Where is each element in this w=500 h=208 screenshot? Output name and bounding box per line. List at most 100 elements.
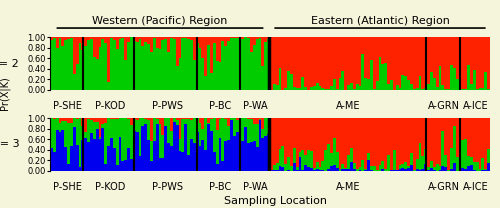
Bar bbox=[336, 168, 338, 171]
Bar bbox=[358, 118, 362, 167]
Bar bbox=[233, 37, 235, 38]
Bar bbox=[82, 118, 84, 126]
Bar bbox=[133, 37, 136, 41]
Bar bbox=[436, 37, 438, 87]
Bar bbox=[398, 37, 402, 88]
Bar bbox=[90, 120, 93, 133]
Bar bbox=[470, 118, 473, 157]
Bar bbox=[298, 88, 302, 90]
Bar bbox=[282, 167, 284, 171]
Bar bbox=[353, 163, 356, 169]
Bar bbox=[396, 170, 398, 171]
Bar bbox=[264, 136, 267, 171]
Bar bbox=[96, 118, 98, 123]
Bar bbox=[62, 130, 64, 171]
Bar bbox=[278, 37, 281, 68]
Bar bbox=[307, 37, 310, 90]
Bar bbox=[147, 118, 150, 120]
Bar bbox=[70, 123, 73, 146]
Bar bbox=[390, 170, 393, 171]
Bar bbox=[342, 37, 344, 71]
Bar bbox=[204, 150, 207, 171]
Bar bbox=[182, 118, 184, 119]
Bar bbox=[118, 38, 122, 90]
Bar bbox=[136, 120, 138, 131]
Bar bbox=[242, 39, 244, 90]
Bar bbox=[402, 168, 404, 171]
Bar bbox=[184, 119, 187, 124]
Bar bbox=[236, 132, 238, 171]
Bar bbox=[207, 118, 210, 123]
Bar bbox=[127, 37, 130, 42]
Bar bbox=[150, 161, 153, 171]
Bar bbox=[164, 37, 167, 39]
Bar bbox=[416, 159, 418, 169]
Bar bbox=[98, 139, 102, 171]
Bar bbox=[362, 160, 364, 171]
Bar bbox=[484, 169, 487, 170]
Bar bbox=[273, 84, 276, 90]
Bar bbox=[444, 118, 447, 155]
Bar bbox=[304, 118, 307, 155]
Bar bbox=[336, 118, 338, 152]
Bar bbox=[202, 140, 204, 171]
Bar bbox=[367, 118, 370, 153]
Bar bbox=[433, 37, 436, 78]
Bar bbox=[247, 118, 250, 119]
Bar bbox=[198, 118, 202, 123]
Bar bbox=[287, 37, 290, 71]
Bar bbox=[230, 120, 233, 171]
Bar bbox=[333, 139, 336, 165]
Bar bbox=[196, 118, 198, 132]
Bar bbox=[78, 43, 82, 90]
Bar bbox=[158, 37, 162, 49]
Bar bbox=[470, 165, 473, 171]
Bar bbox=[150, 52, 153, 90]
Bar bbox=[464, 169, 467, 171]
Bar bbox=[267, 118, 270, 134]
Bar bbox=[244, 37, 247, 90]
Bar bbox=[413, 37, 416, 89]
Bar bbox=[318, 118, 322, 167]
Bar bbox=[436, 165, 438, 171]
Bar bbox=[458, 118, 462, 165]
Bar bbox=[227, 41, 230, 90]
Bar bbox=[162, 158, 164, 171]
Bar bbox=[190, 139, 193, 171]
Bar bbox=[70, 146, 73, 171]
Bar bbox=[247, 143, 250, 171]
Bar bbox=[313, 86, 316, 90]
Bar bbox=[216, 37, 218, 61]
Bar bbox=[136, 131, 138, 171]
Bar bbox=[473, 118, 476, 162]
Bar bbox=[256, 118, 258, 124]
Bar bbox=[370, 170, 373, 171]
Bar bbox=[333, 165, 336, 171]
Bar bbox=[150, 37, 153, 52]
Bar bbox=[473, 71, 476, 90]
Bar bbox=[322, 118, 324, 161]
Bar bbox=[293, 37, 296, 87]
Bar bbox=[273, 37, 276, 84]
Bar bbox=[487, 37, 490, 89]
Bar bbox=[287, 170, 290, 171]
Bar bbox=[87, 142, 90, 171]
Bar bbox=[190, 120, 193, 139]
Bar bbox=[50, 147, 53, 171]
Bar bbox=[233, 136, 235, 171]
Bar bbox=[427, 170, 430, 171]
Bar bbox=[382, 64, 384, 90]
Bar bbox=[247, 119, 250, 143]
Bar bbox=[376, 81, 378, 90]
Bar bbox=[462, 140, 464, 168]
Bar bbox=[113, 119, 116, 148]
Bar bbox=[467, 37, 470, 65]
Bar bbox=[130, 159, 133, 171]
Bar bbox=[130, 125, 133, 159]
Bar bbox=[430, 161, 433, 168]
Bar bbox=[318, 37, 322, 86]
Text: P-BC: P-BC bbox=[209, 182, 231, 192]
Bar bbox=[298, 118, 302, 151]
Bar bbox=[487, 149, 490, 163]
Bar bbox=[104, 37, 107, 43]
